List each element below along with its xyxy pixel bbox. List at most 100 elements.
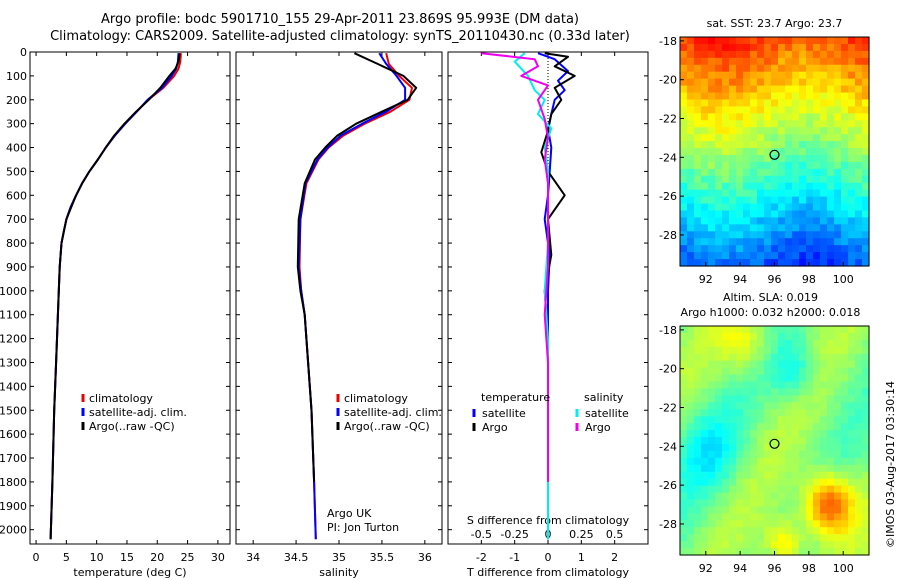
series-line-temperature-blue xyxy=(537,52,569,540)
heatmap-cell xyxy=(687,339,695,348)
heatmap-cell xyxy=(834,37,842,45)
heatmap-cell xyxy=(722,339,730,348)
heatmap-cell xyxy=(834,430,842,438)
heatmap-cell xyxy=(799,464,807,473)
heatmap-cell xyxy=(862,339,870,348)
heatmap-cell xyxy=(701,346,709,355)
heatmap-cell xyxy=(715,409,723,417)
heatmap-cell xyxy=(722,168,730,177)
heatmap-cell xyxy=(799,548,807,556)
heatmap-cell xyxy=(862,92,870,101)
heatmap-cell xyxy=(771,161,779,170)
heatmap-cell xyxy=(715,326,723,334)
heatmap-cell xyxy=(750,367,758,376)
heatmap-cell xyxy=(862,134,870,142)
y-tick-label: -24 xyxy=(659,440,677,453)
heatmap-cell xyxy=(771,141,779,149)
heatmap-cell xyxy=(701,210,709,219)
heatmap-cell xyxy=(834,464,842,473)
heatmap-cell xyxy=(855,148,863,156)
y-tick-label: -18 xyxy=(659,35,677,48)
heatmap-cell xyxy=(743,492,751,501)
heatmap-cell xyxy=(694,478,702,487)
heatmap-cell xyxy=(701,259,709,267)
heatmap-cell xyxy=(764,478,772,487)
heatmap-cell xyxy=(841,196,849,205)
heatmap-cell xyxy=(820,161,828,170)
heatmap-cell xyxy=(680,189,688,198)
heatmap-cell xyxy=(813,534,821,542)
heatmap-cell xyxy=(778,43,786,52)
heatmap-cell xyxy=(820,259,828,267)
heatmap-cell xyxy=(820,499,828,508)
heatmap-cell xyxy=(771,402,779,410)
heatmap-cell xyxy=(806,64,814,73)
heatmap-cell xyxy=(701,64,709,73)
heatmap-cell xyxy=(680,416,688,424)
heatmap-cell xyxy=(694,374,702,383)
heatmap-cell xyxy=(743,99,751,107)
heatmap-cell xyxy=(764,43,772,52)
heatmap-cell xyxy=(715,189,723,198)
heatmap-cell xyxy=(820,106,828,114)
heatmap-cell xyxy=(715,217,723,225)
heatmap-cell xyxy=(736,238,744,246)
heatmap-cell xyxy=(680,332,688,341)
heatmap-cell xyxy=(722,471,730,480)
heatmap-cell xyxy=(757,485,765,494)
heatmap-cell xyxy=(792,346,800,355)
heatmap-cell xyxy=(680,224,688,232)
heatmap-cell xyxy=(687,513,695,521)
heatmap-cell xyxy=(834,161,842,170)
heatmap-cell xyxy=(848,161,856,170)
heatmap-cell xyxy=(722,409,730,417)
heatmap-cell xyxy=(701,175,709,184)
heatmap-cell xyxy=(785,409,793,417)
heatmap-cell xyxy=(792,161,800,170)
heatmap-cell xyxy=(722,506,730,514)
heatmap-cell xyxy=(820,374,828,383)
heatmap-cell xyxy=(750,210,758,219)
heatmap-cell xyxy=(820,346,828,355)
heatmap-cell xyxy=(855,154,863,163)
heatmap-cell xyxy=(820,464,828,473)
heatmap-cell xyxy=(715,499,723,508)
heatmap-cell xyxy=(736,148,744,156)
heatmap-cell xyxy=(785,134,793,142)
heatmap-cell xyxy=(687,485,695,494)
heatmap-cell xyxy=(708,113,716,121)
heatmap-cell xyxy=(771,381,779,390)
heatmap-cell xyxy=(743,259,751,267)
heatmap-cell xyxy=(813,71,821,80)
heatmap-cell xyxy=(834,92,842,101)
heatmap-cell xyxy=(799,437,807,445)
heatmap-cell xyxy=(785,113,793,121)
heatmap-cell xyxy=(785,353,793,362)
heatmap-cell xyxy=(715,37,723,45)
heatmap-cell xyxy=(862,64,870,73)
heatmap-cell xyxy=(855,196,863,205)
heatmap-cell xyxy=(806,381,814,390)
heatmap-cell xyxy=(771,168,779,177)
heatmap-cell xyxy=(750,175,758,184)
heatmap-cell xyxy=(848,485,856,494)
heatmap-cell xyxy=(680,259,688,267)
heatmap-cell xyxy=(722,141,730,149)
heatmap-cell xyxy=(827,437,835,445)
heatmap-cell xyxy=(694,548,702,556)
figure-subtitle: Climatology: CARS2009. Satellite-adjuste… xyxy=(50,29,630,44)
heatmap-cell xyxy=(813,499,821,508)
heatmap-cell xyxy=(827,182,835,191)
heatmap-cell xyxy=(813,189,821,198)
heatmap-cell xyxy=(715,259,723,267)
heatmap-cell xyxy=(813,437,821,445)
heatmap-cell xyxy=(862,423,870,431)
heatmap-cell xyxy=(806,506,814,514)
heatmap-cell xyxy=(680,141,688,149)
heatmap-cell xyxy=(771,464,779,473)
heatmap-cell xyxy=(743,217,751,225)
x-tick-label: 94 xyxy=(733,562,747,575)
heatmap-cell xyxy=(806,409,814,417)
heatmap-cell xyxy=(715,402,723,410)
heatmap-cell xyxy=(855,203,863,212)
